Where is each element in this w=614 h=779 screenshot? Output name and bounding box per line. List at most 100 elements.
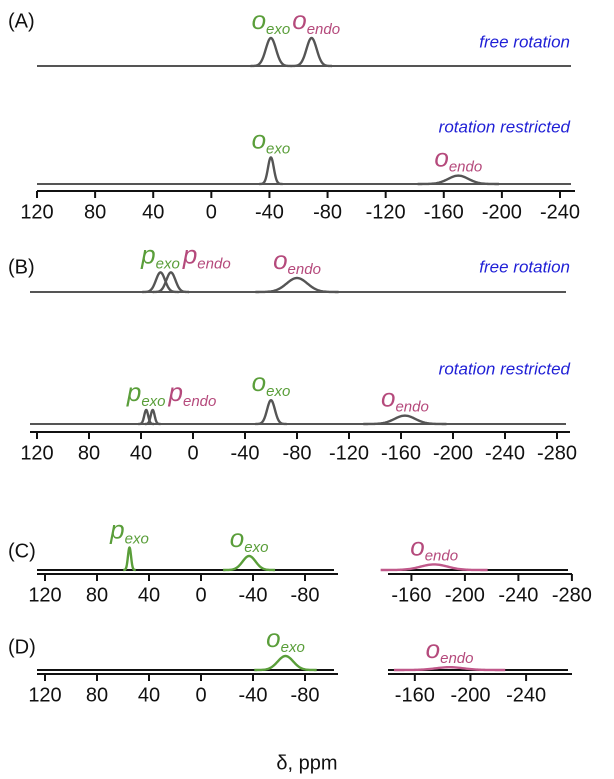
label-sub: exo xyxy=(244,539,268,556)
peak-label: oexo xyxy=(266,623,305,656)
label-main: o xyxy=(410,531,424,561)
x-tick-label: -120 xyxy=(329,442,369,464)
x-tick-label: -200 xyxy=(450,684,490,706)
x-tick-label: -280 xyxy=(552,584,592,606)
x-tick-label: 80 xyxy=(86,684,108,706)
peak xyxy=(138,408,155,426)
x-tick-label: 40 xyxy=(138,684,160,706)
x-tick-label: -240 xyxy=(540,201,580,223)
x-tick-label: 0 xyxy=(206,201,217,223)
x-tick-label: -160 xyxy=(391,584,431,606)
peak xyxy=(393,665,506,672)
label-sub: endo xyxy=(425,547,458,564)
peak xyxy=(363,414,447,426)
label-sub: exo xyxy=(125,531,149,548)
label-main: p xyxy=(182,239,197,269)
x-tick-label: -200 xyxy=(482,201,522,223)
x-tick-label: -160 xyxy=(381,442,421,464)
x-tick-label: 80 xyxy=(78,442,100,464)
label-main: o xyxy=(252,124,266,154)
trace-caption: free rotation xyxy=(479,32,570,51)
label-main: p xyxy=(109,514,124,544)
label-main: o xyxy=(434,142,448,172)
x-tick-label: -80 xyxy=(291,584,320,606)
peak xyxy=(380,563,488,572)
x-tick-label: -40 xyxy=(255,201,284,223)
x-tick-label: -200 xyxy=(433,442,473,464)
label-main: p xyxy=(140,239,155,269)
label-sub: endo xyxy=(183,393,216,410)
x-tick-label: 0 xyxy=(187,442,198,464)
x-tick-label: 40 xyxy=(142,201,164,223)
label-sub: exo xyxy=(281,639,305,656)
x-tick-label: -160 xyxy=(424,201,464,223)
label-main: o xyxy=(381,382,395,412)
label-sub: endo xyxy=(288,261,321,278)
peak-label: pexo xyxy=(109,514,149,547)
peak-label: oexo xyxy=(252,5,291,38)
panel-label: (B) xyxy=(8,256,35,278)
panel-label: (D) xyxy=(8,636,36,658)
x-tick-label: 80 xyxy=(86,584,108,606)
label-main: o xyxy=(292,5,306,35)
x-axis-label: δ, ppm xyxy=(276,752,337,774)
label-main: p xyxy=(126,377,141,407)
peak-label: oendo xyxy=(410,531,458,564)
peak-label: oendo xyxy=(381,382,429,415)
x-tick-label: -80 xyxy=(283,442,312,464)
x-tick-label: -40 xyxy=(231,442,260,464)
peak xyxy=(255,276,339,294)
trace-caption: free rotation xyxy=(479,257,570,276)
peak-label: oexo xyxy=(252,124,291,157)
label-sub: endo xyxy=(440,650,473,667)
label-sub: endo xyxy=(197,255,230,272)
trace-caption: rotation restricted xyxy=(439,117,571,136)
peak xyxy=(291,36,332,68)
x-tick-label: -280 xyxy=(537,442,577,464)
label-sub: endo xyxy=(395,399,428,416)
label-main: o xyxy=(252,5,266,35)
peak-label: oexo xyxy=(252,367,291,400)
peak xyxy=(417,174,499,186)
peak-label: oendo xyxy=(434,142,482,175)
label-sub: exo xyxy=(156,255,180,272)
peak xyxy=(254,654,317,672)
peak-label: oendo xyxy=(426,634,474,667)
label-main: o xyxy=(266,623,280,653)
peak-label: pexo xyxy=(126,377,166,410)
x-tick-label: -240 xyxy=(498,584,538,606)
label-sub: exo xyxy=(266,140,290,157)
x-tick-label: -120 xyxy=(366,201,406,223)
x-tick-label: 40 xyxy=(138,584,160,606)
label-sub: endo xyxy=(449,159,482,176)
x-tick-label: -200 xyxy=(445,584,485,606)
panel-label: (C) xyxy=(8,540,36,562)
x-tick-label: 80 xyxy=(84,201,106,223)
peak xyxy=(144,408,161,426)
x-tick-label: 120 xyxy=(20,442,53,464)
x-tick-label: -40 xyxy=(239,584,268,606)
label-main: o xyxy=(230,523,244,553)
label-main: o xyxy=(273,245,287,275)
x-tick-label: 0 xyxy=(195,684,206,706)
x-tick-label: 0 xyxy=(195,584,206,606)
peak xyxy=(123,546,136,572)
peak xyxy=(250,36,292,68)
panel-label: (A) xyxy=(8,10,35,32)
x-tick-label: 120 xyxy=(28,684,61,706)
x-tick-label: -80 xyxy=(291,684,320,706)
peak xyxy=(142,271,179,294)
peak-label: oendo xyxy=(273,245,321,278)
peak-label: pendo xyxy=(168,377,217,410)
label-main: o xyxy=(426,634,440,664)
peak-label: oendo xyxy=(292,5,340,38)
x-tick-label: -160 xyxy=(395,684,435,706)
label-sub: exo xyxy=(141,393,165,410)
x-tick-label: 120 xyxy=(28,584,61,606)
peak xyxy=(259,156,283,186)
label-sub: exo xyxy=(266,383,290,400)
peak xyxy=(223,554,276,572)
label-main: o xyxy=(252,367,266,397)
